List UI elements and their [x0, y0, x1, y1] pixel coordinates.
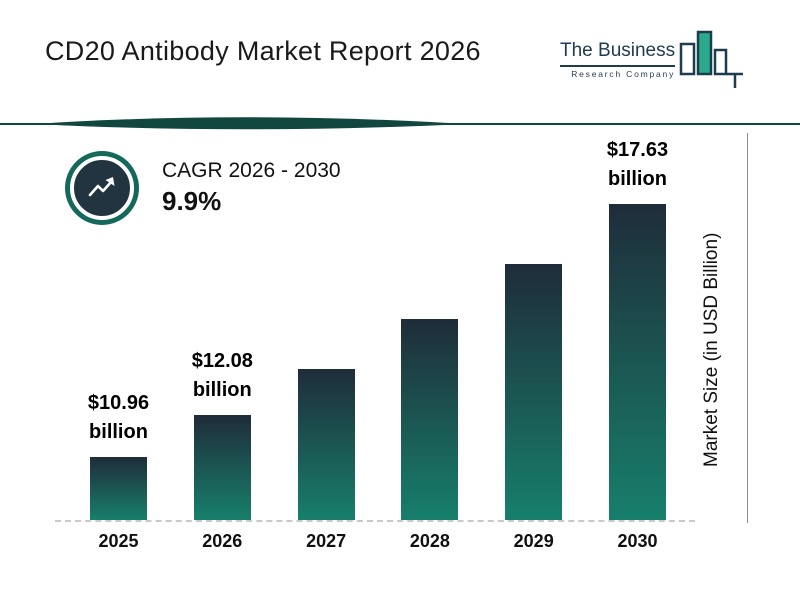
bar-value-label: $10.96 billion — [87, 392, 150, 443]
x-axis-line — [55, 520, 695, 522]
bar-group: $12.08 billion — [192, 347, 253, 520]
bar-group: $17.63 billion — [607, 136, 668, 520]
x-axis-label: 2028 — [409, 531, 450, 551]
bar — [401, 319, 459, 520]
x-axis-labels: 2025 2026 2027 2028 2029 2030 — [90, 531, 666, 552]
cagr-block: CAGR 2026 - 2030 9.9% — [70, 156, 341, 220]
company-logo: The Business Research Company — [560, 30, 749, 90]
bar-value-label: $12.08 billion — [191, 350, 253, 401]
cagr-label: CAGR 2026 - 2030 — [162, 159, 341, 182]
bar-group — [401, 319, 459, 520]
trend-up-icon — [70, 156, 134, 220]
bar-group — [505, 264, 563, 520]
logo-name: The Business — [560, 40, 676, 67]
bar — [297, 369, 355, 520]
bar — [505, 264, 563, 520]
bar-chart: $10.96 billion $12.08 billion $17.63 billion — [88, 136, 668, 520]
bar-value-label: $17.63 billion — [606, 139, 669, 190]
bar-chart-logo-icon — [679, 30, 744, 88]
y-axis-line — [747, 133, 748, 523]
bar-group: $10.96 billion — [88, 389, 149, 520]
cagr-text: CAGR 2026 - 2030 9.9% — [162, 159, 341, 217]
divider-line — [0, 117, 800, 130]
x-axis-label: 2025 — [98, 531, 139, 551]
bar-group — [297, 369, 355, 520]
bar — [193, 415, 251, 520]
bar — [608, 204, 666, 520]
logo-subname: Research Company — [571, 69, 676, 79]
y-axis-title: Market Size (in USD Billion) — [701, 232, 722, 468]
page-title: CD20 Antibody Market Report 2026 — [45, 36, 481, 66]
x-axis-label: 2027 — [306, 531, 347, 551]
company-logo-text: The Business Research Company — [560, 40, 676, 79]
x-axis-label: 2030 — [617, 531, 658, 551]
cagr-value: 9.9% — [162, 186, 222, 216]
x-axis-label: 2029 — [513, 531, 554, 551]
x-axis-label: 2026 — [202, 531, 243, 551]
bar — [90, 457, 147, 520]
